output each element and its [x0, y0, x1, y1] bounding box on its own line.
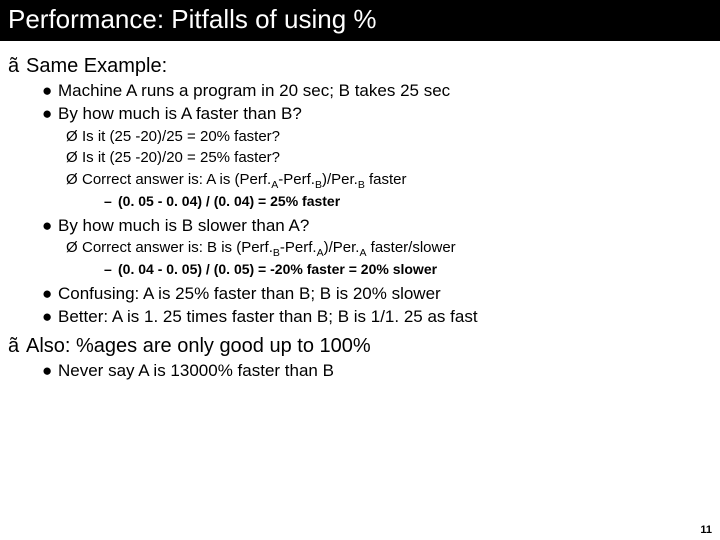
item-correct-a: ØCorrect answer is: A is (Perf.A-Perf.B)…	[66, 171, 712, 190]
bullet-l2: ●	[42, 306, 58, 327]
text: Machine A runs a program in 20 sec; B ta…	[58, 81, 450, 100]
text: Better: A is 1. 25 times faster than B; …	[58, 307, 478, 326]
bullet-l3: Ø	[66, 149, 82, 168]
item-calc-b: –(0. 04 - 0. 05) / (0. 05) = -20% faster…	[104, 261, 712, 277]
text: Is it (25 -20)/25 = 20% faster?	[82, 128, 280, 145]
bullet-l2: ●	[42, 80, 58, 101]
bullet-l4: –	[104, 261, 118, 277]
bullet-l3: Ø	[66, 128, 82, 147]
page-number: 11	[700, 524, 712, 536]
item-20pct: ØIs it (25 -20)/25 = 20% faster?	[66, 128, 712, 147]
text: Also: %ages are only good up to 100%	[26, 335, 371, 357]
item-machine-a: ●Machine A runs a program in 20 sec; B t…	[42, 80, 712, 101]
text: Correct answer is: A is (Perf.A-Perf.B)/…	[82, 171, 407, 188]
bullet-l2: ●	[42, 215, 58, 236]
slide-title: Performance: Pitfalls of using %	[0, 0, 720, 41]
bullet-l2: ●	[42, 283, 58, 304]
bullet-l4: –	[104, 193, 118, 209]
item-never-say: ●Never say A is 13000% faster than B	[42, 360, 712, 381]
text: Is it (25 -20)/20 = 25% faster?	[82, 149, 280, 166]
bullet-l2: ●	[42, 103, 58, 124]
text: Correct answer is: B is (Perf.B-Perf.A)/…	[82, 239, 456, 256]
text: By how much is B slower than A?	[58, 216, 309, 235]
item-b-slower-question: ●By how much is B slower than A?	[42, 215, 712, 236]
item-calc-a: –(0. 05 - 0. 04) / (0. 04) = 25% faster	[104, 193, 712, 209]
text: (0. 04 - 0. 05) / (0. 05) = -20% faster …	[118, 261, 437, 277]
item-25pct: ØIs it (25 -20)/20 = 25% faster?	[66, 149, 712, 168]
text: (0. 05 - 0. 04) / (0. 04) = 25% faster	[118, 193, 340, 209]
bullet-l3: Ø	[66, 171, 82, 190]
bullet-l1: ã	[8, 55, 26, 78]
item-better: ●Better: A is 1. 25 times faster than B;…	[42, 306, 712, 327]
bullet-l2: ●	[42, 360, 58, 381]
heading-same-example: ãSame Example:	[8, 55, 712, 78]
bullet-l3: Ø	[66, 239, 82, 258]
heading-also: ãAlso: %ages are only good up to 100%	[8, 335, 712, 358]
text: Same Example:	[26, 55, 167, 77]
item-a-faster-question: ●By how much is A faster than B?	[42, 103, 712, 124]
slide-body: ãSame Example: ●Machine A runs a program…	[0, 41, 720, 382]
text: Never say A is 13000% faster than B	[58, 361, 334, 380]
text: Confusing: A is 25% faster than B; B is …	[58, 284, 441, 303]
bullet-l1: ã	[8, 335, 26, 358]
item-correct-b: ØCorrect answer is: B is (Perf.B-Perf.A)…	[66, 239, 712, 258]
text: By how much is A faster than B?	[58, 104, 302, 123]
item-confusing: ●Confusing: A is 25% faster than B; B is…	[42, 283, 712, 304]
